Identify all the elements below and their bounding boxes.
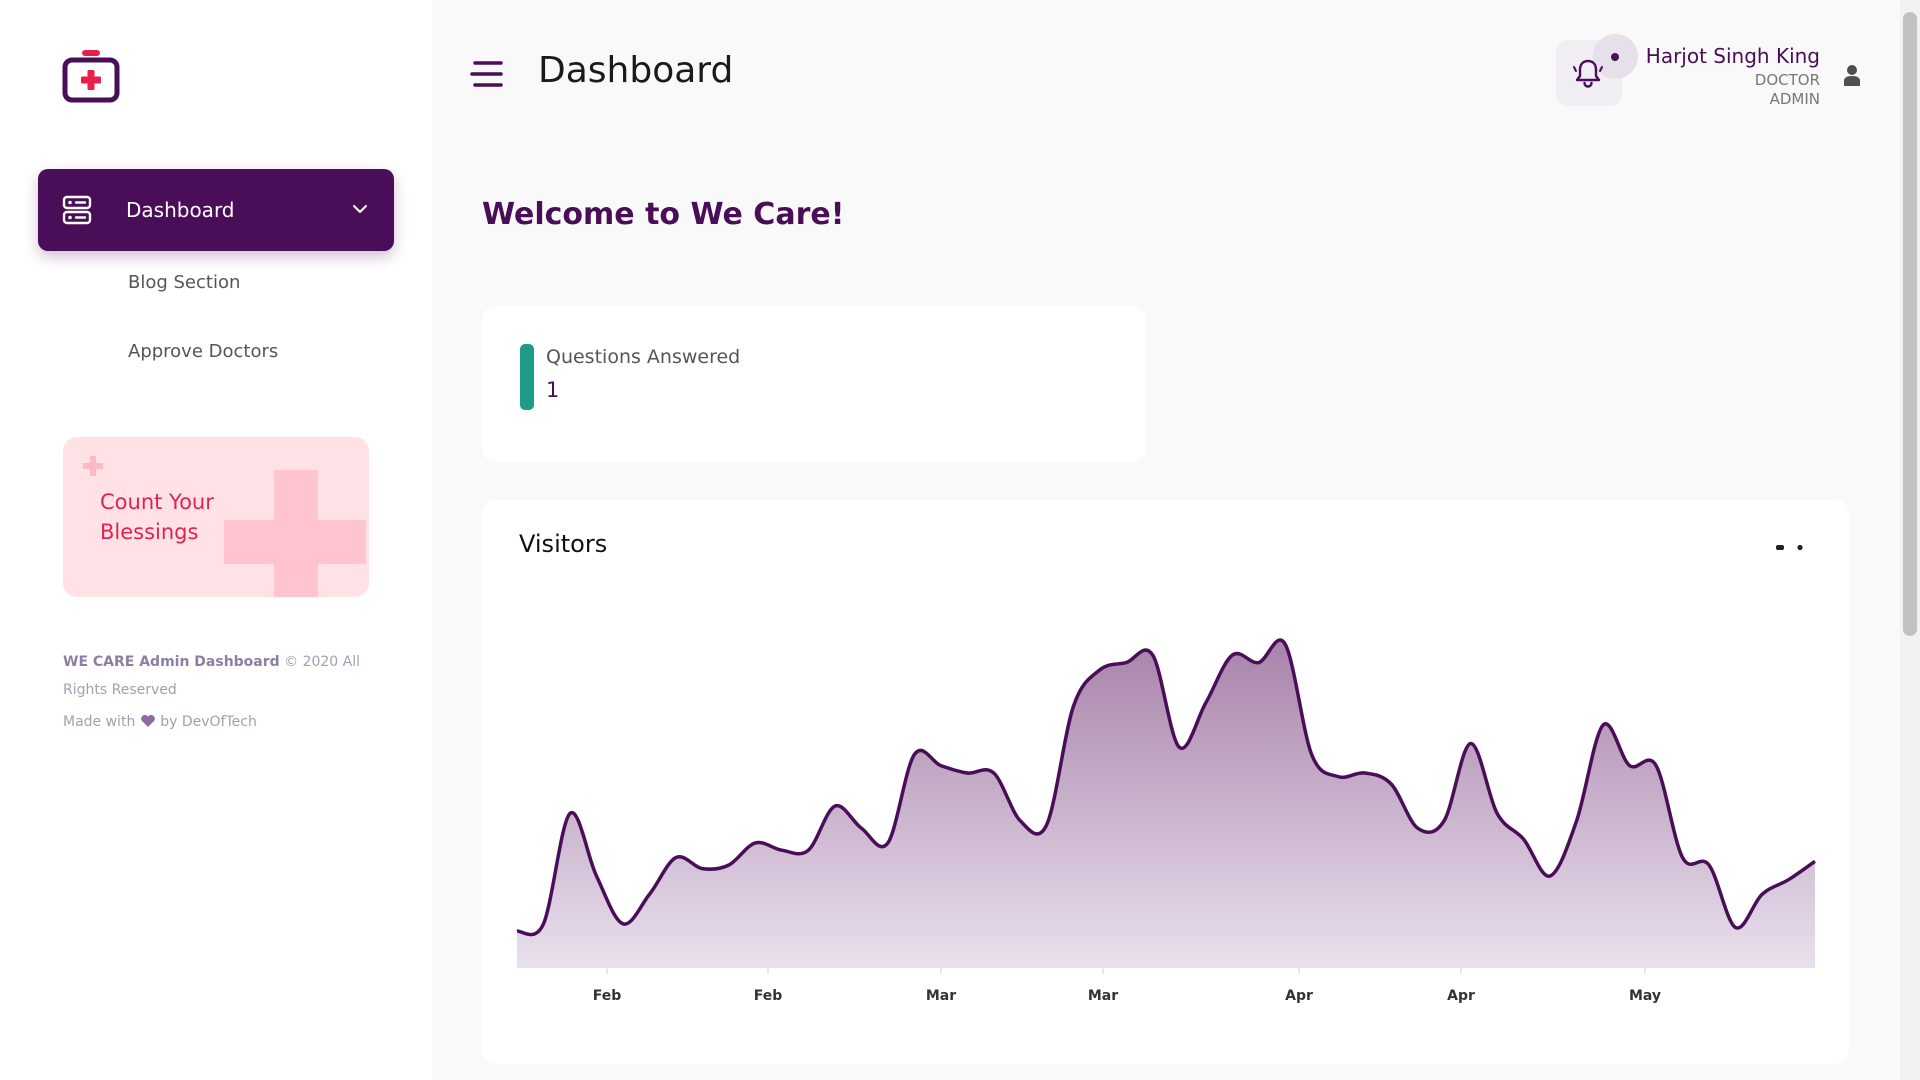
footer-copyright-text: © 2020 All Rights Reserved: [63, 654, 361, 698]
user-icon[interactable]: [1843, 64, 1861, 86]
visitors-chart-card: Visitors Feb Feb Mar Mar Apr Apr May: [482, 500, 1849, 1064]
stat-indicator: [520, 344, 534, 410]
sidebar-item-label: Dashboard: [126, 198, 235, 222]
medical-cross-icon: [224, 470, 366, 597]
scrollbar-thumb[interactable]: [1903, 12, 1917, 636]
menu-icon[interactable]: [470, 60, 504, 88]
sidebar-item-dashboard[interactable]: Dashboard: [38, 169, 394, 251]
chart-area-fill: [517, 640, 1815, 968]
x-tick-label: Feb: [754, 988, 783, 1004]
chart-title: Visitors: [519, 530, 608, 558]
promo-text: Count Your Blessings: [100, 490, 214, 544]
x-tick-label: Mar: [1088, 988, 1118, 1004]
x-tick-label: Apr: [1285, 988, 1313, 1004]
questions-answered-card: Questions Answered 1: [482, 306, 1146, 462]
footer-made-prefix: Made with: [63, 714, 136, 730]
notification-dot: [1611, 53, 1619, 61]
bell-icon: [1573, 59, 1603, 88]
chart-series-line: [516, 638, 1816, 937]
user-name[interactable]: Harjot Singh King: [1645, 44, 1820, 68]
sidebar: Dashboard Blog Section Approve Doctors C…: [0, 0, 432, 1080]
heart-icon: [140, 714, 155, 727]
promo-card: Count Your Blessings: [63, 437, 369, 597]
chevron-down-icon: [353, 205, 367, 213]
scrollbar[interactable]: [1900, 0, 1920, 1080]
server-icon: [62, 195, 92, 225]
x-tick-label: Feb: [593, 988, 622, 1004]
page-title: Dashboard: [538, 50, 734, 91]
stat-label: Questions Answered: [546, 346, 741, 368]
footer-copyright: WE CARE Admin Dashboard © 2020 All Right…: [63, 648, 363, 704]
footer-brand: WE CARE Admin Dashboard: [63, 654, 280, 670]
plus-icon: [83, 456, 103, 476]
footer-made-suffix: by DevOfTech: [160, 714, 257, 730]
welcome-heading: Welcome to We Care!: [482, 197, 845, 232]
x-tick-label: Mar: [926, 988, 956, 1004]
x-tick-label: May: [1629, 988, 1661, 1004]
sidebar-item-approve-doctors[interactable]: Approve Doctors: [128, 341, 279, 362]
medical-kit-icon[interactable]: [62, 48, 120, 104]
sidebar-item-blog-section[interactable]: Blog Section: [128, 272, 241, 293]
stat-value: 1: [546, 378, 560, 402]
visitors-chart: Feb Feb Mar Mar Apr Apr May: [516, 638, 1816, 1004]
user-role-admin: ADMIN: [1769, 90, 1820, 108]
footer-made-with: Made with by DevOfTech: [63, 714, 257, 730]
x-tick-label: Apr: [1447, 988, 1475, 1004]
more-options-icon[interactable]: [1775, 540, 1809, 554]
user-role-doctor: DOCTOR: [1754, 71, 1820, 89]
